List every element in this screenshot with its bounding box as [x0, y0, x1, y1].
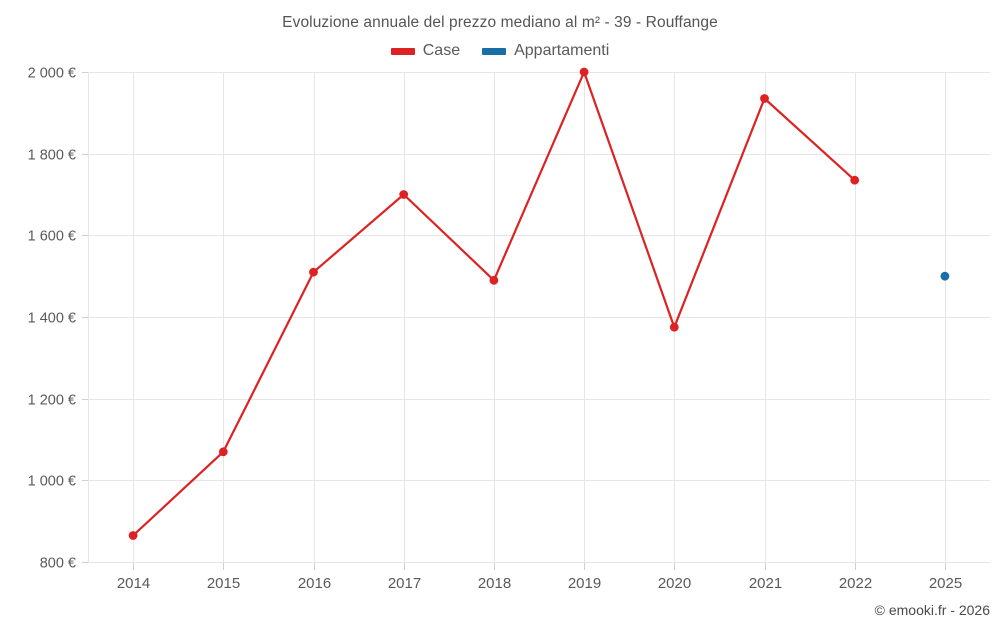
- legend-label-case: Case: [422, 42, 461, 59]
- data-point-case: [579, 67, 589, 77]
- x-axis-labels-group: 2014 2015 2016 2017 2018 2019 2020 2021 2022 2025: [117, 575, 962, 592]
- x-tick-label: 2021: [749, 575, 782, 592]
- legend-item-case[interactable]: Case: [390, 42, 461, 60]
- data-point-case: [850, 175, 860, 185]
- legend-swatch-case: [390, 47, 415, 55]
- data-point-case: [669, 322, 679, 332]
- data-point-case: [399, 190, 409, 199]
- credit-text: © emooki.fr - 2026: [874, 602, 990, 618]
- x-tick-label: 2014: [117, 575, 150, 592]
- legend-swatch-appartamenti: [482, 47, 507, 55]
- data-point-case: [760, 94, 769, 103]
- chart-legend: Case Appartamenti: [0, 42, 1000, 60]
- x-tick-label: 2017: [388, 575, 421, 592]
- series-group: [128, 67, 950, 540]
- y-tick-label: 1 200 €: [28, 393, 76, 409]
- y-tick-label: 1 400 €: [28, 311, 76, 327]
- y-axis-labels-group: 800 € 1 000 € 1 200 € 1 400 € 1 600 € 1 800 €…: [28, 66, 76, 572]
- y-tick-label: 1 600 €: [28, 229, 76, 245]
- series-line-case: [132, 70, 856, 537]
- x-tick-label: 2015: [207, 575, 240, 592]
- chart-title: Evoluzione annuale del prezzo mediano al…: [282, 14, 718, 31]
- legend-label-appartamenti: Appartamenti: [514, 42, 610, 59]
- y-tick-label: 1 000 €: [28, 474, 76, 490]
- data-point-appartamenti: [940, 271, 950, 281]
- x-tick-label: 2018: [478, 575, 511, 592]
- data-point-case: [128, 531, 138, 540]
- x-tick-label: 2020: [658, 575, 691, 592]
- data-point-case: [309, 267, 318, 277]
- x-tick-label: 2016: [298, 575, 331, 592]
- y-tick-label: 1 800 €: [28, 148, 76, 164]
- legend-item-appartamenti[interactable]: Appartamenti: [482, 42, 609, 60]
- x-tick-label: 2025: [929, 575, 962, 592]
- gridlines-group: [82, 72, 990, 570]
- data-point-case: [489, 275, 499, 285]
- y-tick-label: 2 000 €: [28, 66, 76, 82]
- data-point-case: [218, 447, 228, 457]
- x-tick-label: 2022: [839, 575, 872, 592]
- y-tick-label: 800 €: [40, 556, 76, 572]
- x-tick-label: 2019: [568, 575, 601, 592]
